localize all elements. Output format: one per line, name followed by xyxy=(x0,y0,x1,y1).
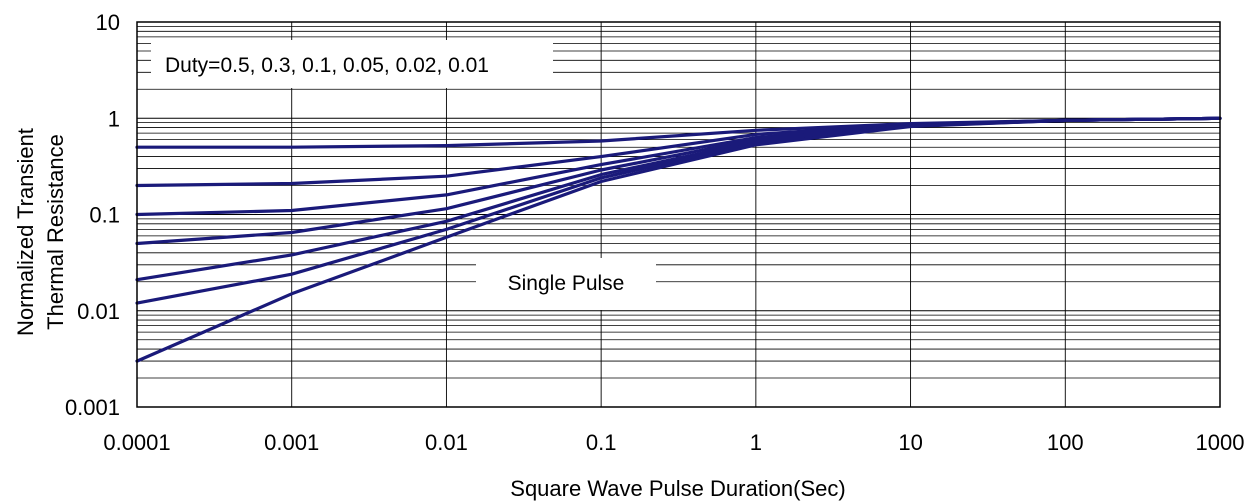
single-pulse-annotation: Single Pulse xyxy=(508,272,625,295)
plot-frame xyxy=(136,21,1221,408)
x-tick-label: 10 xyxy=(898,430,922,455)
y-tick-label: 0.1 xyxy=(89,203,120,228)
y-tick-label: 0.001 xyxy=(65,395,120,420)
y-axis-title-line-1: Normalized Transient xyxy=(13,128,38,336)
x-tick-label: 100 xyxy=(1047,430,1084,455)
x-tick-label: 1 xyxy=(750,430,762,455)
x-axis-title: Square Wave Pulse Duration(Sec) xyxy=(510,476,845,501)
x-tick-label: 0.01 xyxy=(425,430,468,455)
y-tick-label: 1 xyxy=(108,106,120,131)
series-line-7 xyxy=(135,116,1222,363)
y-tick-labels: 0.001 0.01 0.1 1 10 xyxy=(65,10,120,420)
x-tick-labels: 0.0001 0.001 0.01 0.1 1 10 100 1000 xyxy=(103,430,1244,455)
minor-gridlines xyxy=(137,26,1220,379)
single-pulse-label-box xyxy=(476,258,656,310)
x-tick-label: 0.1 xyxy=(586,430,617,455)
y-axis-title-line-2: Thermal Resistance xyxy=(43,134,68,330)
x-tick-label: 1000 xyxy=(1196,430,1245,455)
duty-annotation: Duty=0.5, 0.3, 0.1, 0.05, 0.02, 0.01 xyxy=(165,54,489,77)
y-tick-label: 0.01 xyxy=(77,299,120,324)
series-lines xyxy=(135,116,1222,363)
y-tick-label: 10 xyxy=(96,10,120,35)
x-tick-label: 0.0001 xyxy=(103,430,170,455)
x-tick-label: 0.001 xyxy=(264,430,319,455)
duty-label-box xyxy=(151,40,553,88)
